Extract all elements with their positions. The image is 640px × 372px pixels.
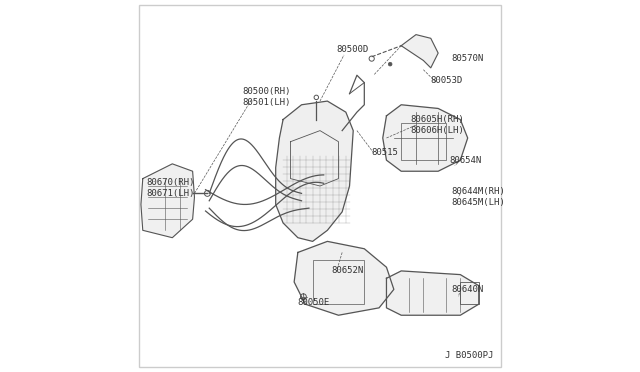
Text: 80570N: 80570N xyxy=(451,54,483,63)
Text: 80654N: 80654N xyxy=(449,155,481,165)
Text: 80500D: 80500D xyxy=(337,45,369,54)
Polygon shape xyxy=(294,241,394,315)
Text: 80500(RH): 80500(RH) xyxy=(243,87,291,96)
Text: 80515: 80515 xyxy=(371,148,398,157)
Text: 80501(LH): 80501(LH) xyxy=(243,99,291,108)
Text: 80605H(RH): 80605H(RH) xyxy=(410,115,464,124)
Text: 80645M(LH): 80645M(LH) xyxy=(451,198,505,207)
Text: 80050E: 80050E xyxy=(298,298,330,307)
Text: 80053D: 80053D xyxy=(431,76,463,85)
Text: 80644M(RH): 80644M(RH) xyxy=(451,187,505,196)
Bar xyxy=(460,282,479,304)
Text: J B0500PJ: J B0500PJ xyxy=(445,350,493,359)
Text: 80606H(LH): 80606H(LH) xyxy=(410,126,464,135)
Circle shape xyxy=(388,62,392,66)
Bar xyxy=(312,260,364,304)
Polygon shape xyxy=(276,101,353,241)
Polygon shape xyxy=(401,35,438,68)
Polygon shape xyxy=(141,164,195,238)
Text: 80670(RH): 80670(RH) xyxy=(147,178,195,187)
Text: 80671(LH): 80671(LH) xyxy=(147,189,195,198)
Text: 80652N: 80652N xyxy=(331,266,364,275)
Polygon shape xyxy=(383,105,468,171)
Text: 80640N: 80640N xyxy=(451,285,483,294)
Polygon shape xyxy=(387,271,479,315)
Bar xyxy=(401,123,445,160)
